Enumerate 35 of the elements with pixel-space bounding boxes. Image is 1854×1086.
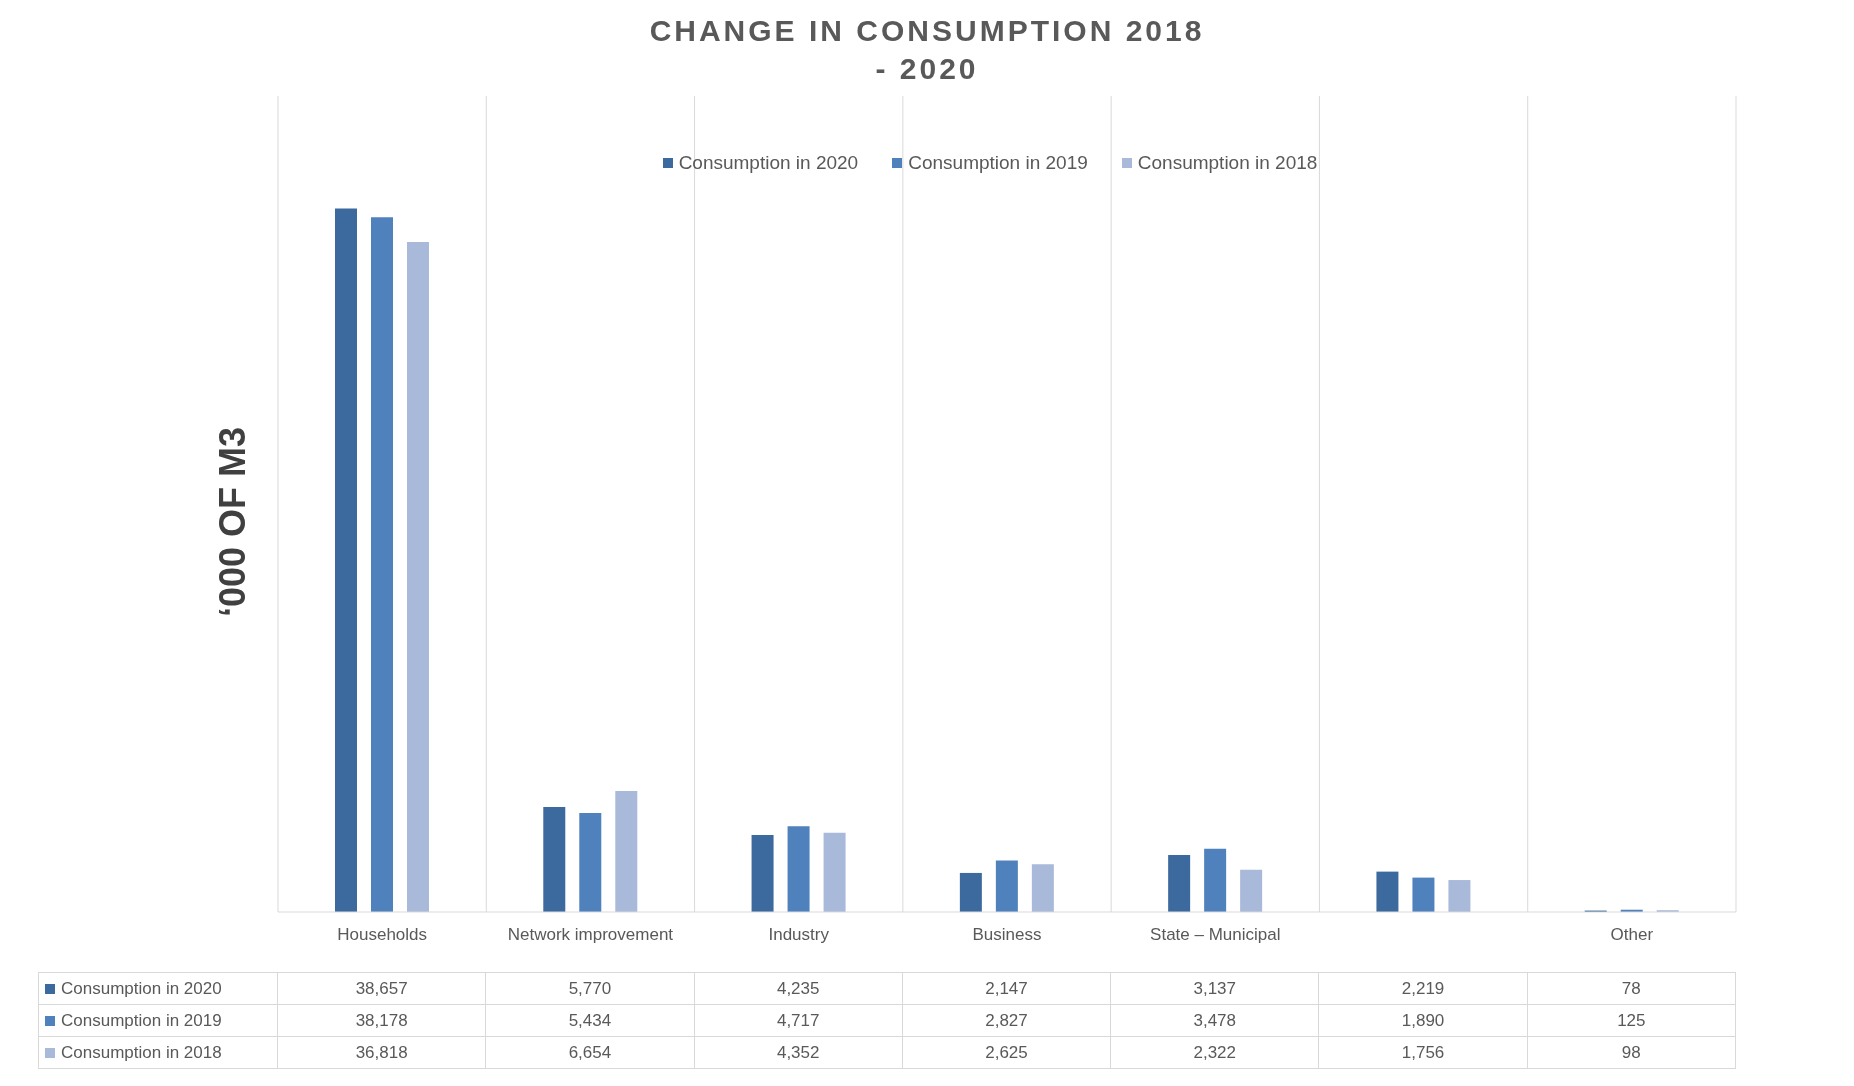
data-label: 1,756: [1319, 1037, 1528, 1068]
chart-title: CHANGE IN CONSUMPTION 2018 - 2020: [648, 13, 1206, 87]
data-label: 3,478: [1111, 1005, 1320, 1036]
x-tick-label: Industry: [768, 925, 830, 945]
data-label: 36,818: [278, 1037, 487, 1068]
text: Consumption in 2019: [61, 1010, 222, 1030]
legend-label: Consumption in 2019: [907, 152, 1088, 174]
x-tick-label: Business: [972, 925, 1042, 945]
data-label: 2,625: [902, 1037, 1112, 1068]
data-label: 38,178: [278, 1005, 487, 1036]
data-label: 4,352: [694, 1037, 903, 1068]
y-axis-title: ‘000 OF M3: [212, 426, 254, 618]
x-tick-label: State – Municipal: [1150, 925, 1281, 945]
data-label: 2,147: [902, 973, 1112, 1004]
x-tick-label: Network improvement: [507, 925, 674, 945]
data-label: 1,890: [1319, 1005, 1528, 1036]
data-label: 6,654: [486, 1037, 695, 1068]
data-label: 5,434: [486, 1005, 695, 1036]
data-label: 3,137: [1111, 973, 1320, 1004]
data-label: 2,219: [1319, 973, 1528, 1004]
data-label: 125: [1527, 1005, 1736, 1036]
data-label: 5,770: [486, 973, 695, 1004]
data-label: 2,322: [1111, 1037, 1320, 1068]
data-label: 78: [1527, 973, 1736, 1004]
legend-label: Consumption in 2018: [1136, 152, 1318, 174]
data-label: 98: [1527, 1037, 1736, 1068]
x-tick-label: Households: [337, 925, 428, 945]
data-label: 4,717: [694, 1005, 903, 1036]
data-label: 2,827: [902, 1005, 1112, 1036]
data-label: 4,235: [694, 973, 903, 1004]
text: Consumption in 2020: [61, 978, 222, 998]
text: Consumption in 2018: [61, 1042, 222, 1062]
x-tick-label: Other: [1610, 925, 1654, 945]
data-label: 38,657: [278, 973, 487, 1004]
legend-label: Consumption in 2020: [677, 152, 859, 174]
